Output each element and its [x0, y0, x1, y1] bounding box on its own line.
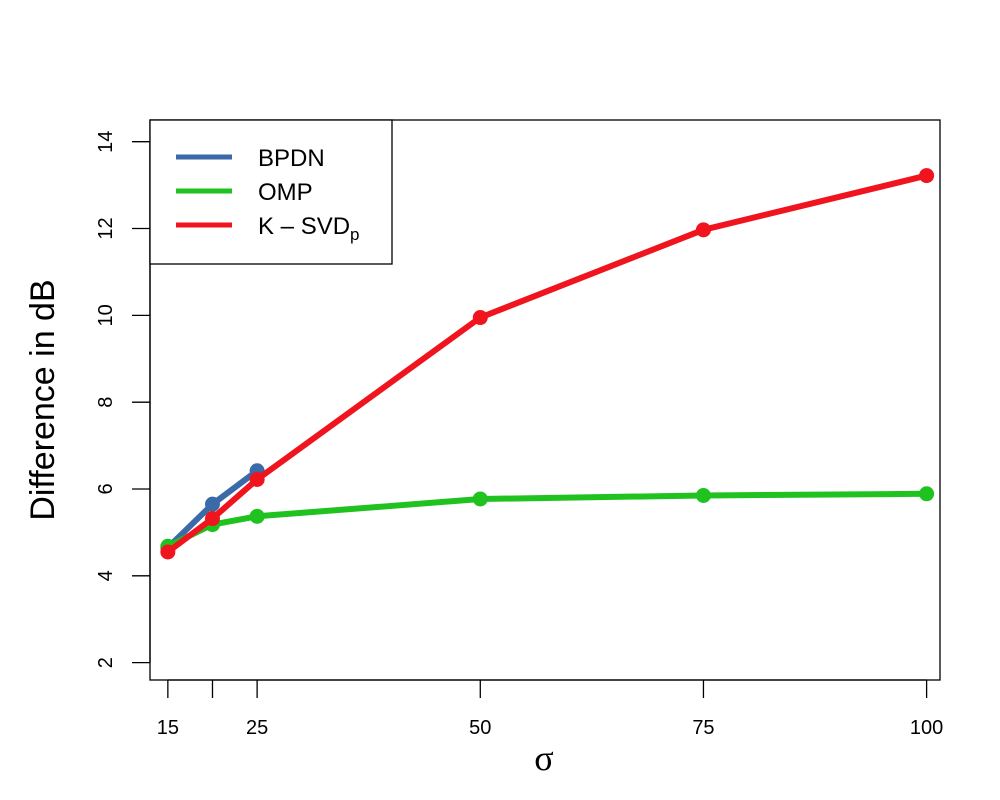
- data-point: [204, 496, 220, 512]
- x-tick-label: 25: [246, 717, 268, 739]
- x-tick-label: 75: [692, 717, 714, 739]
- y-axis-title: Difference in dB: [24, 279, 62, 520]
- data-point: [919, 168, 935, 184]
- data-point: [695, 222, 711, 238]
- data-point: [919, 486, 935, 502]
- series-1: [160, 486, 935, 554]
- data-point: [472, 491, 488, 507]
- y-tick-label: 8: [95, 397, 117, 408]
- data-point: [695, 488, 711, 504]
- data-point: [472, 310, 488, 326]
- y-tick-label: 14: [95, 131, 117, 153]
- x-tick-label: 50: [469, 717, 491, 739]
- data-point: [204, 511, 220, 527]
- data-point: [249, 508, 265, 524]
- y-tick-label: 4: [95, 570, 117, 581]
- series-2: [160, 168, 935, 560]
- y-tick-label: 10: [95, 304, 117, 326]
- legend-label: BPDN: [258, 145, 325, 172]
- y-tick-label: 2: [95, 657, 117, 668]
- data-point: [249, 471, 265, 487]
- x-tick-label: 15: [157, 717, 179, 739]
- legend-label: K – SVDp: [258, 213, 360, 244]
- y-tick-label: 6: [95, 483, 117, 494]
- series-line: [164, 490, 930, 550]
- y-tick-label: 12: [95, 217, 117, 239]
- x-axis-title: σ: [534, 738, 553, 778]
- series-line: [164, 172, 930, 555]
- x-tick-label: 100: [910, 717, 943, 739]
- legend-label: OMP: [258, 179, 313, 206]
- data-point: [160, 544, 176, 560]
